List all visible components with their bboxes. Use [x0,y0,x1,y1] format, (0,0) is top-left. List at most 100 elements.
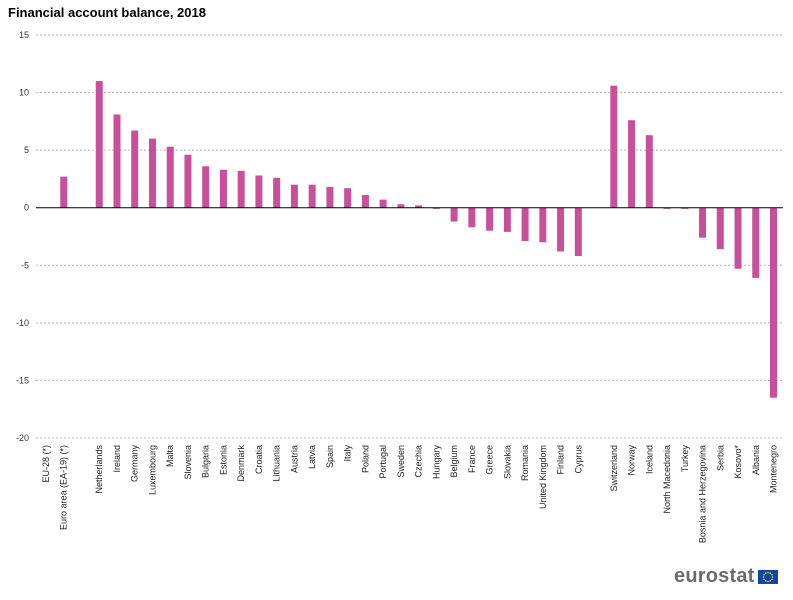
category-label: Malta [165,445,175,467]
y-tick-label: -15 [16,375,29,385]
category-label: Croatia [254,445,264,474]
category-label: Bulgaria [201,445,211,478]
bar [95,81,103,208]
bar [734,207,742,269]
category-label: Euro area (EA-19) (*) [59,445,69,530]
bar [237,170,245,208]
category-label: Albania [751,445,761,475]
axis-layer: 15 10 5 0 -5 -10 -15 -20 [16,30,783,443]
bar [255,175,263,208]
bar [699,207,707,238]
y-tick-label: -10 [16,318,29,328]
bar [290,184,298,208]
category-label: Germany [130,445,140,483]
category-label: Montenegro [769,445,779,493]
eu-flag-icon [758,570,778,584]
bar [450,207,458,222]
bar [326,186,334,208]
category-label: Iceland [644,445,654,474]
bar [557,207,565,252]
bar [60,176,68,208]
bar-layer [60,81,777,398]
category-label: Lithuania [272,445,282,482]
category-label: Ireland [112,445,122,473]
bar [273,177,281,208]
bar [752,207,760,278]
bar [645,135,653,208]
category-label: Slovakia [502,445,512,479]
category-label: Slovenia [183,445,193,480]
category-label: Netherlands [94,445,104,494]
category-label: Latvia [307,445,317,469]
eu-stars-icon [762,571,774,583]
category-label: Sweden [396,445,406,478]
flag-star [769,572,772,574]
flag-star [771,573,773,576]
category-label: Norway [627,445,637,476]
flag-star [764,580,767,582]
bar [432,207,440,209]
flag-star [764,572,767,574]
y-tick-label: 10 [19,88,29,98]
bar [361,195,369,208]
bar [397,204,405,208]
category-label: Bosnia and Herzegovina [698,445,708,543]
bar [468,207,476,228]
bar [166,146,174,208]
bar [131,130,139,208]
bar [770,207,777,398]
category-label: France [467,445,477,473]
category-label: Turkey [680,445,690,473]
bar [610,85,618,208]
category-label: Kosovo* [733,445,743,479]
bar [486,207,494,231]
y-tick-label: 0 [24,203,29,213]
bar [503,207,511,232]
bar [219,169,227,208]
bar [539,207,547,243]
bar [521,207,529,242]
bar [344,188,352,208]
category-label: Italy [343,445,353,462]
flag-star [767,571,769,574]
label-layer: EU-28 (*) Euro area (EA-19) (*) Netherland… [41,445,779,544]
flag-star [763,578,765,581]
category-label: Denmark [236,445,246,482]
bar [574,207,582,257]
bar [202,166,210,208]
chart-title: Financial account balance, 2018 [8,5,206,20]
bar [628,120,636,208]
y-tick-label: -5 [21,260,29,270]
y-tick-label: -20 [16,433,29,443]
bar [415,205,423,208]
category-label: Austria [289,445,299,473]
category-label: Romania [520,445,530,481]
category-label: Luxembourg [147,445,157,495]
y-tick-label: 15 [19,30,29,40]
bar [308,184,316,208]
category-label: United Kingdom [538,445,548,509]
category-label: Cyprus [573,445,583,474]
bar [379,199,387,208]
bar [148,138,156,208]
category-label: Portugal [378,445,388,479]
category-label: Serbia [715,445,725,471]
category-label: Greece [485,445,495,475]
bar [184,154,192,208]
bar [113,114,121,208]
category-label: Finland [556,445,566,475]
flag-star [769,580,772,582]
category-label: Czechia [414,445,424,478]
flag-star [771,576,774,578]
eurostat-logo: eurostat [674,565,755,587]
flag-star [762,576,765,578]
flag-star [767,580,769,583]
category-label: Estonia [218,445,228,475]
category-label: EU-28 (*) [41,445,51,483]
category-label: Poland [360,445,370,473]
y-tick-label: 5 [24,145,29,155]
grid-layer [36,34,783,439]
flag-star [763,573,765,576]
category-label: Hungary [431,445,441,480]
